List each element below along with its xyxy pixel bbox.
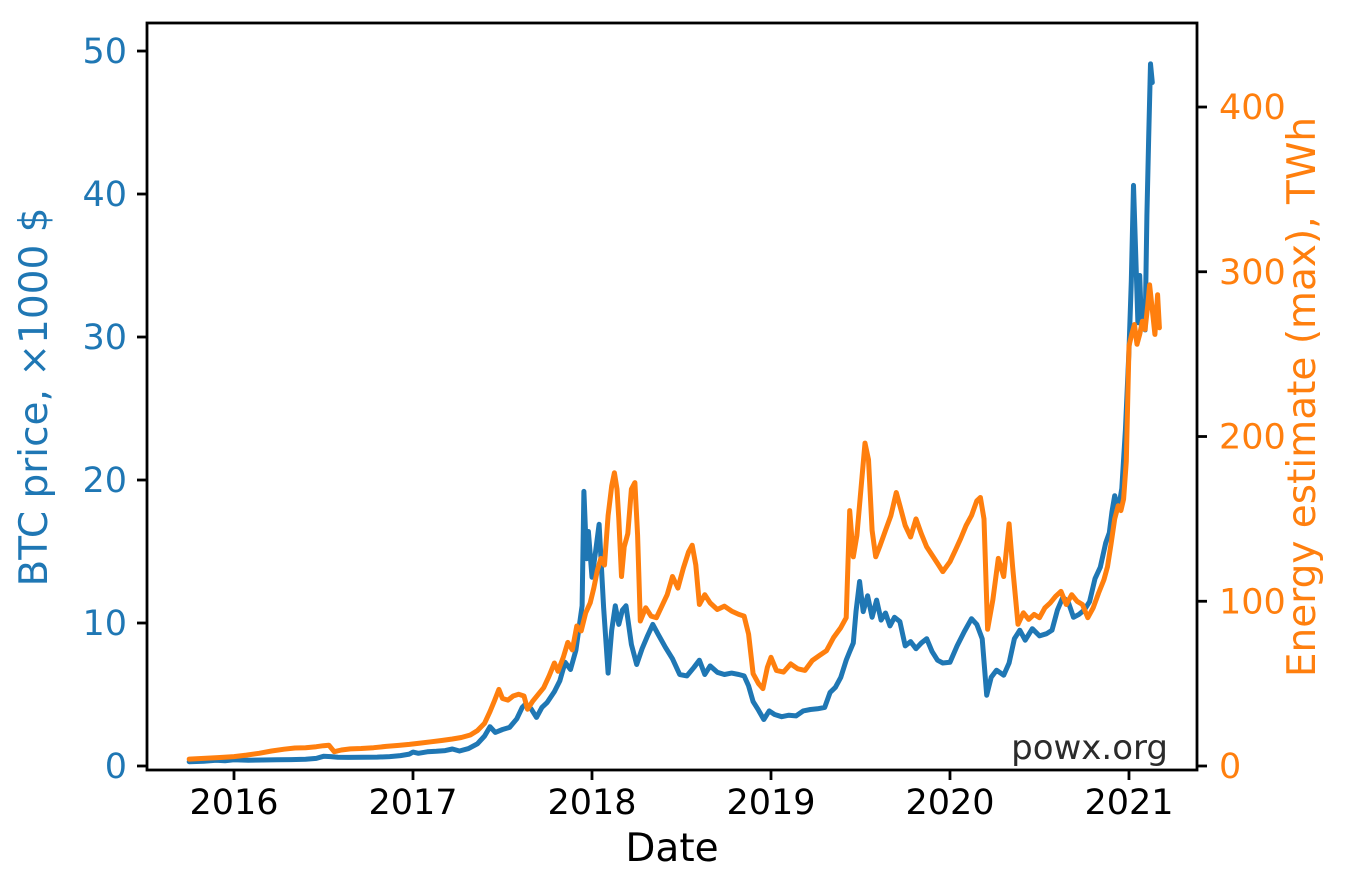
y-left-tick-label: 10 — [82, 604, 127, 644]
x-tick-label: 2018 — [547, 783, 636, 823]
btc-price-line — [186, 61, 1155, 765]
y-left-tick-label: 50 — [82, 32, 127, 72]
y-left-tick-label: 20 — [82, 461, 127, 501]
y-right-tick-label: 100 — [1219, 582, 1286, 622]
energy-estimate-line — [186, 282, 1162, 762]
y-left-tick-label: 30 — [82, 318, 127, 358]
x-tick-label: 2017 — [368, 783, 457, 823]
plot-border — [145, 21, 1199, 772]
x-tick-label: 2021 — [1084, 783, 1173, 823]
x-tick-label: 2016 — [189, 783, 278, 823]
x-tick-label: 2019 — [726, 783, 815, 823]
left-axis-label: BTC price, ×1000 $ — [12, 208, 57, 587]
y-left-tick-label: 0 — [105, 747, 127, 787]
y-right-tick-label: 0 — [1219, 747, 1241, 787]
right-axis-label: Energy estimate (max), TWh — [1280, 117, 1325, 677]
y-right-tick-label: 400 — [1219, 88, 1286, 128]
y-left-tick-label: 40 — [82, 175, 127, 215]
x-tick-label: 2020 — [905, 783, 994, 823]
y-right-tick-label: 200 — [1219, 418, 1286, 458]
y-right-tick-label: 300 — [1219, 253, 1286, 293]
x-axis-label: Date — [625, 826, 718, 871]
watermark: powx.org — [1011, 728, 1168, 768]
